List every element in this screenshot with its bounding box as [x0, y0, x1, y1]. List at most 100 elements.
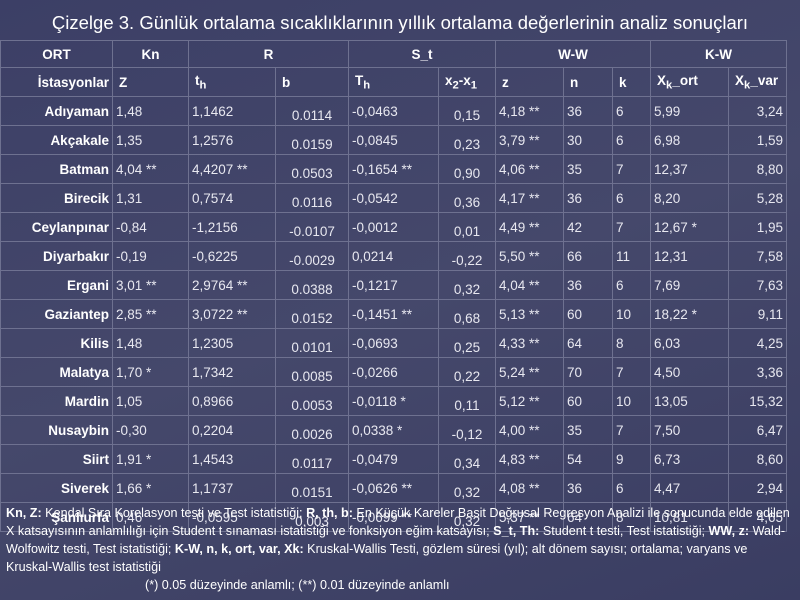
cell-value: 4,17 **	[495, 183, 565, 213]
cell-value: 7	[612, 357, 652, 387]
cell-value: 5,12 **	[495, 386, 565, 416]
cell-value: -0.0029	[275, 241, 349, 271]
cell-value: 1,1737	[188, 473, 276, 503]
cell-value: 4,04 **	[495, 270, 565, 300]
column-header: Th	[348, 67, 439, 97]
station-name: Adıyaman	[0, 96, 113, 126]
footnote-text: Kendal Sıra Korelasyon testi ve Test ist…	[41, 506, 307, 520]
cell-value: 0.0152	[275, 299, 349, 329]
cell-value: 0,22	[437, 357, 497, 387]
cell-value: 6,73	[650, 444, 730, 474]
cell-value: 0,11	[437, 386, 497, 416]
cell-value: 1,31	[112, 183, 189, 213]
data-row: Adıyaman 1,48 1,1462 0.0114 -0,0463 0,15 4,18 …	[0, 96, 788, 126]
cell-value: 0.0114	[275, 96, 349, 126]
group-header: Kn	[112, 40, 189, 68]
header-part: k	[744, 79, 751, 92]
header-part: 2	[452, 79, 459, 92]
cell-value: 4,83 **	[495, 444, 565, 474]
data-row: Ergani 3,01 ** 2,9764 ** 0.0388 -0,1217 0,32 4…	[0, 270, 788, 300]
cell-value: 6	[612, 473, 652, 503]
header-part: z	[502, 74, 509, 90]
cell-value: 12,31	[650, 241, 730, 271]
cell-value: 4,04 **	[112, 154, 189, 184]
header-part: h	[199, 79, 207, 92]
cell-value: -0,19	[112, 241, 189, 271]
cell-value: 5,50 **	[495, 241, 565, 271]
cell-value: 2,9764 **	[188, 270, 276, 300]
cell-value: -0,0693	[348, 328, 439, 358]
station-name: Ergani	[0, 270, 113, 300]
cell-value: 6,47	[728, 415, 788, 445]
data-row: Nusaybin -0,30 0,2204 0.0026 0,0338 * -0,12 4,…	[0, 415, 788, 445]
cell-value: 0,0214	[348, 241, 439, 271]
cell-value: 0,32	[437, 502, 497, 532]
cell-value: 8,80	[728, 154, 788, 184]
data-row: Diyarbakır -0,19 -0,6225 -0.0029 0,0214 -0,22…	[0, 241, 788, 271]
cell-value: 0,32	[437, 270, 497, 300]
cell-value: 4,33 **	[495, 328, 565, 358]
cell-value: 0,34	[437, 444, 497, 474]
cell-value: 0.003	[275, 502, 349, 532]
header-part: 1	[470, 79, 478, 92]
cell-value: -0,0118 *	[348, 386, 439, 416]
data-row: Ceylanpınar -0,84 -1,2156 -0.0107 -0,0012 0,0…	[0, 212, 788, 242]
cell-value: 7,63	[728, 270, 788, 300]
cell-value: 10,81	[650, 502, 730, 532]
cell-value: -0,84	[112, 212, 189, 242]
cell-value: 2,94	[728, 473, 788, 503]
data-row: Birecik 1,31 0,7574 0.0116 -0,0542 0,36 4,17 *…	[0, 183, 788, 213]
footnote-term: Kn, Z:	[6, 506, 42, 520]
cell-value: 0.0117	[275, 444, 349, 474]
footnote-text: Kruskal-Wallis Testi, gözlem süresi (yıl…	[6, 542, 748, 574]
data-row: Gaziantep 2,85 ** 3,0722 ** 0.0152 -0,1451 *…	[0, 299, 788, 329]
cell-value: 0,23	[437, 125, 497, 155]
cell-value: 36	[563, 183, 614, 213]
cell-value: -0,0479	[348, 444, 439, 474]
cell-value: 8	[612, 502, 652, 532]
cell-value: 4,47	[650, 473, 730, 503]
cell-value: 10	[612, 386, 652, 416]
header-part: k	[619, 74, 627, 90]
cell-value: -0,30	[112, 415, 189, 445]
cell-value: 0,01	[437, 212, 497, 242]
header-part: Z	[119, 74, 128, 90]
cell-value: -0,6225	[188, 241, 276, 271]
group-header: K-W	[650, 40, 788, 68]
cell-value: 5,28	[728, 183, 788, 213]
cell-value: 1,48	[112, 328, 189, 358]
cell-value: -0,1451 **	[348, 299, 439, 329]
cell-value: 12,67 *	[650, 212, 730, 242]
cell-value: 6,03	[650, 328, 730, 358]
cell-value: 6	[612, 96, 652, 126]
cell-value: 4,25	[728, 328, 788, 358]
station-name: Ceylanpınar	[0, 212, 113, 242]
cell-value: 3,01 **	[112, 270, 189, 300]
column-header: b	[275, 67, 349, 97]
cell-value: 4,50	[650, 357, 730, 387]
cell-value: 66	[563, 241, 614, 271]
cell-value: -0,0012	[348, 212, 439, 242]
column-header: k	[612, 67, 652, 97]
cell-value: 9,11	[728, 299, 788, 329]
header-part: _var	[750, 72, 779, 88]
cell-value: 9	[612, 444, 652, 474]
header-part: k	[666, 79, 673, 92]
cell-value: 36	[563, 270, 614, 300]
column-header: z	[495, 67, 565, 97]
cell-value: 12,37	[650, 154, 730, 184]
header-part: İstasyonlar	[37, 74, 109, 90]
cell-value: 3,24	[728, 96, 788, 126]
footnote-term: WW, z:	[708, 524, 750, 538]
cell-value: 0,46	[112, 502, 189, 532]
cell-value: 11	[612, 241, 652, 271]
group-header: R	[188, 40, 349, 68]
station-name: Siverek	[0, 473, 113, 503]
cell-value: 6	[612, 270, 652, 300]
header-part: X	[657, 72, 667, 88]
header-part: b	[282, 74, 291, 90]
cell-value: -1,2156	[188, 212, 276, 242]
footnote: Kn, Z: Kendal Sıra Korelasyon testi ve T…	[6, 504, 796, 576]
cell-value: 4,06 **	[495, 154, 565, 184]
